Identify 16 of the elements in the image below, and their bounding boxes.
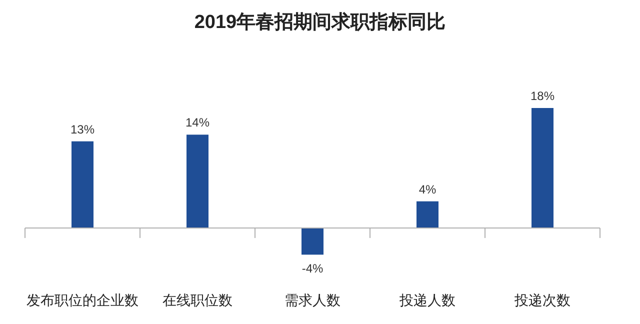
bar (532, 108, 554, 228)
x-tick-label: 在线职位数 (162, 292, 232, 308)
x-tick-label: 投递次数 (514, 292, 570, 308)
x-tick-label: 投递人数 (398, 292, 456, 308)
chart-title: 2019年春招期间求职指标同比 (194, 11, 446, 33)
data-label: 14% (185, 116, 210, 130)
data-label: 13% (70, 122, 95, 136)
bar (416, 201, 438, 228)
bar (186, 134, 208, 228)
bar (72, 141, 94, 228)
data-label: 18% (530, 89, 555, 103)
bar (302, 228, 324, 255)
x-tick-label: 发布职位的企业数 (26, 292, 138, 308)
data-label: 4% (418, 182, 436, 196)
x-tick-label: 需求人数 (284, 292, 340, 308)
data-label: -4% (302, 262, 324, 276)
